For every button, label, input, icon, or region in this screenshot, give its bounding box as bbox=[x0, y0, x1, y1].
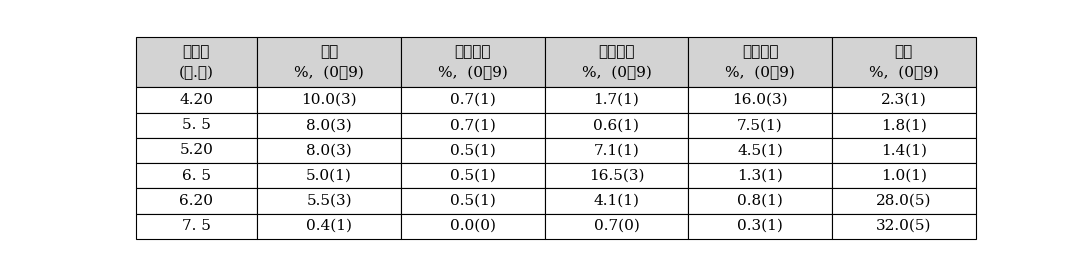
Bar bbox=[136, 213, 257, 239]
Bar bbox=[257, 213, 401, 239]
Bar bbox=[544, 213, 688, 239]
Text: 0.5(1): 0.5(1) bbox=[450, 194, 495, 208]
Bar bbox=[257, 113, 401, 138]
Text: 10.0(3): 10.0(3) bbox=[301, 93, 357, 107]
Text: 6.20: 6.20 bbox=[180, 194, 214, 208]
Text: 5.20: 5.20 bbox=[180, 144, 214, 158]
Text: 1.4(1): 1.4(1) bbox=[881, 144, 927, 158]
Bar bbox=[544, 163, 688, 188]
Text: 2.3(1): 2.3(1) bbox=[881, 93, 927, 107]
Text: 시들음병
%,  (0～9): 시들음병 %, (0～9) bbox=[438, 45, 507, 80]
Bar bbox=[401, 213, 544, 239]
Bar bbox=[688, 138, 831, 163]
Bar bbox=[257, 163, 401, 188]
Text: 8.0(3): 8.0(3) bbox=[307, 144, 352, 158]
Text: 0.0(0): 0.0(0) bbox=[450, 219, 495, 233]
Text: 5.0(1): 5.0(1) bbox=[306, 169, 352, 183]
Text: 5.5(3): 5.5(3) bbox=[307, 194, 352, 208]
Bar bbox=[544, 138, 688, 163]
Bar bbox=[831, 87, 976, 113]
Text: 잎마름병
%,  (0～9): 잎마름병 %, (0～9) bbox=[725, 45, 795, 80]
Bar bbox=[136, 113, 257, 138]
Bar bbox=[136, 87, 257, 113]
Bar bbox=[544, 87, 688, 113]
Bar bbox=[401, 87, 544, 113]
Bar bbox=[401, 138, 544, 163]
Text: 4.1(1): 4.1(1) bbox=[593, 194, 640, 208]
Text: 16.5(3): 16.5(3) bbox=[589, 169, 644, 183]
Bar bbox=[688, 188, 831, 213]
Bar bbox=[401, 163, 544, 188]
Bar bbox=[136, 163, 257, 188]
Bar bbox=[688, 87, 831, 113]
Bar bbox=[401, 188, 544, 213]
Text: 6. 5: 6. 5 bbox=[182, 169, 211, 183]
Text: 0.7(1): 0.7(1) bbox=[450, 93, 495, 107]
Bar bbox=[831, 37, 976, 87]
Bar bbox=[257, 138, 401, 163]
Text: 28.0(5): 28.0(5) bbox=[876, 194, 931, 208]
Text: 0.5(1): 0.5(1) bbox=[450, 144, 495, 158]
Bar bbox=[831, 213, 976, 239]
Bar bbox=[831, 163, 976, 188]
Text: 0.3(1): 0.3(1) bbox=[737, 219, 783, 233]
Text: 7.1(1): 7.1(1) bbox=[594, 144, 640, 158]
Bar bbox=[831, 138, 976, 163]
Text: 0.6(1): 0.6(1) bbox=[593, 118, 640, 132]
Bar bbox=[831, 113, 976, 138]
Text: 16.0(3): 16.0(3) bbox=[733, 93, 788, 107]
Bar bbox=[831, 188, 976, 213]
Bar bbox=[136, 37, 257, 87]
Text: 역병
%,  (0～9): 역병 %, (0～9) bbox=[294, 45, 364, 80]
Text: 4.20: 4.20 bbox=[180, 93, 214, 107]
Bar bbox=[257, 87, 401, 113]
Text: 1.0(1): 1.0(1) bbox=[881, 169, 927, 183]
Bar bbox=[544, 188, 688, 213]
Text: 도복
%,  (0～9): 도복 %, (0～9) bbox=[869, 45, 939, 80]
Bar bbox=[544, 113, 688, 138]
Text: 1.7(1): 1.7(1) bbox=[594, 93, 640, 107]
Text: 0.4(1): 0.4(1) bbox=[306, 219, 352, 233]
Bar bbox=[257, 188, 401, 213]
Text: 1.3(1): 1.3(1) bbox=[737, 169, 783, 183]
Bar bbox=[688, 113, 831, 138]
Bar bbox=[688, 163, 831, 188]
Bar bbox=[401, 113, 544, 138]
Bar bbox=[136, 188, 257, 213]
Text: 7. 5: 7. 5 bbox=[182, 219, 211, 233]
Bar bbox=[688, 37, 831, 87]
Text: 흰가루병
%,  (0～9): 흰가루병 %, (0～9) bbox=[581, 45, 651, 80]
Text: 0.8(1): 0.8(1) bbox=[737, 194, 783, 208]
Text: 4.5(1): 4.5(1) bbox=[737, 144, 783, 158]
Text: 7.5(1): 7.5(1) bbox=[737, 118, 783, 132]
Text: 1.8(1): 1.8(1) bbox=[881, 118, 927, 132]
Text: 5. 5: 5. 5 bbox=[182, 118, 211, 132]
Bar bbox=[688, 213, 831, 239]
Text: 0.7(1): 0.7(1) bbox=[450, 118, 495, 132]
Text: 파종기
(월.일): 파종기 (월.일) bbox=[179, 45, 214, 80]
Text: 32.0(5): 32.0(5) bbox=[876, 219, 931, 233]
Bar bbox=[544, 37, 688, 87]
Bar bbox=[257, 37, 401, 87]
Text: 0.7(0): 0.7(0) bbox=[594, 219, 640, 233]
Bar bbox=[136, 138, 257, 163]
Text: 8.0(3): 8.0(3) bbox=[307, 118, 352, 132]
Text: 0.5(1): 0.5(1) bbox=[450, 169, 495, 183]
Bar bbox=[401, 37, 544, 87]
